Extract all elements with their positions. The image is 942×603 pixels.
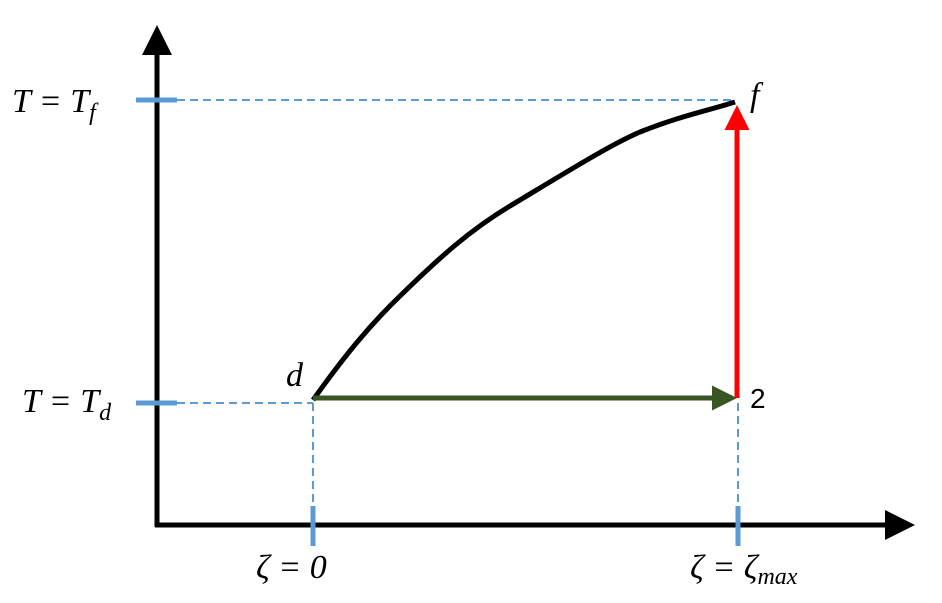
y-label-td: T = Td bbox=[22, 383, 112, 426]
label-text: T = T bbox=[12, 83, 91, 120]
point-f: f bbox=[750, 77, 764, 114]
point-2: 2 bbox=[750, 383, 766, 414]
point-d: d bbox=[286, 357, 304, 394]
label-sub: d bbox=[99, 400, 112, 426]
ticks bbox=[136, 97, 741, 546]
label-text: ζ = ζ bbox=[690, 549, 760, 586]
y-label-tf: T = Tf bbox=[12, 83, 99, 126]
x-label-zero: ζ = 0 bbox=[256, 549, 327, 586]
label-sub: f bbox=[89, 100, 99, 126]
label-sub: max bbox=[757, 564, 797, 590]
label-text: T = T bbox=[22, 383, 101, 420]
x-label-max: ζ = ζmax bbox=[690, 549, 798, 590]
process-curve bbox=[310, 99, 736, 402]
guides bbox=[177, 99, 739, 505]
